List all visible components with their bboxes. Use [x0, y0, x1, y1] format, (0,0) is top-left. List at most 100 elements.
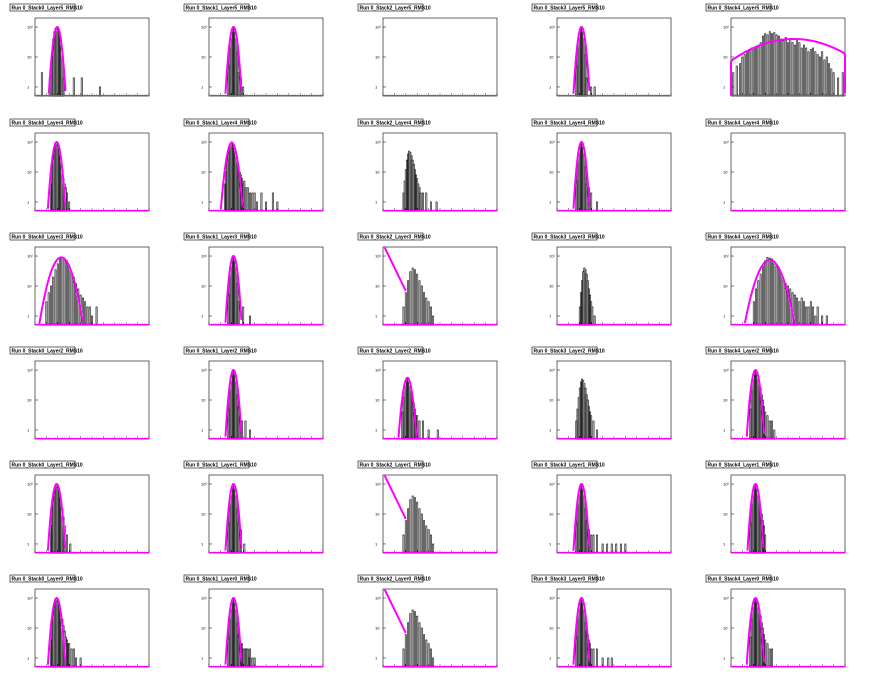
pad-title-box: [705, 118, 772, 127]
y-tick-label: 1: [27, 313, 30, 318]
histogram-bin: [420, 513, 423, 554]
histogram-bin: [807, 51, 810, 97]
histogram-bin: [425, 192, 428, 212]
y-tick-label: 1: [723, 655, 726, 660]
histogram-bin: [40, 72, 43, 97]
y-tick-label: 10²: [27, 140, 33, 145]
pad-title-box: [9, 118, 76, 127]
histogram-bin: [771, 648, 773, 668]
histogram-bin: [590, 415, 593, 440]
pad-title: Run 0_Stack1_Layer0_RMS10: [186, 576, 257, 582]
histogram-bin: [260, 192, 263, 212]
histogram-bin: [429, 306, 432, 326]
histogram-bin: [95, 306, 98, 326]
histogram-bin: [823, 59, 826, 97]
histogram-bin: [773, 262, 776, 326]
histogram-bin: [746, 51, 748, 97]
histogram-bin: [423, 634, 425, 668]
histogram-bin: [421, 420, 424, 440]
y-tick-label: 10: [27, 284, 32, 289]
pad-title: Run 0_Stack1_Layer3_RMS10: [186, 234, 257, 240]
histogram-bin: [821, 51, 824, 97]
histogram-bin: [771, 258, 773, 326]
fit-curve: [47, 26, 67, 94]
histogram-bin: [837, 77, 840, 97]
plot-frame: [382, 246, 498, 326]
pad-title-box: [705, 574, 772, 583]
y-tick-label: 1: [723, 199, 726, 204]
fit-curve: [224, 369, 243, 437]
histogram-bin: [99, 86, 101, 97]
histogram-bin: [787, 42, 789, 97]
plot-frame: [34, 474, 150, 554]
pad-title-box: [9, 232, 76, 241]
histogram-pad: Run 0_Stack3_Layer2_RMS10 1 10 10²: [531, 346, 672, 440]
fit-curve: [383, 589, 407, 634]
histogram-bin: [805, 47, 808, 97]
histogram-bin: [427, 643, 430, 668]
y-tick-label: 10: [549, 626, 554, 631]
histogram-bin: [70, 271, 73, 326]
histogram-bin: [592, 534, 595, 554]
pad-title-box: [183, 232, 250, 241]
histogram-bin: [739, 63, 742, 97]
y-tick-label: 10²: [549, 368, 555, 373]
y-tick-label: 10²: [549, 254, 555, 259]
y-tick-label: 10: [375, 626, 380, 631]
histogram-bin: [741, 56, 744, 97]
y-tick-label: 10: [27, 55, 32, 60]
histogram-pad: Run 0_Stack4_Layer5_RMS10 1 10 10²: [705, 3, 846, 97]
histogram-bin: [72, 77, 75, 97]
histogram-bin: [828, 63, 830, 97]
y-tick-label: 1: [375, 199, 378, 204]
pad-title: Run 0_Stack0_Layer2_RMS10: [12, 348, 83, 354]
histogram-bin: [425, 525, 428, 554]
histogram-bin: [809, 49, 812, 97]
y-tick-label: 1: [27, 427, 30, 432]
pad-title-box: [531, 232, 598, 241]
plot-frame: [382, 588, 498, 668]
histogram-bin: [814, 51, 817, 97]
pad-title-box: [183, 346, 250, 355]
pad-title: Run 0_Stack4_Layer1_RMS10: [708, 462, 779, 468]
histogram-bin: [52, 276, 55, 326]
pad-title: Run 0_Stack0_Layer1_RMS10: [12, 462, 83, 468]
histogram-bin: [796, 40, 799, 97]
y-tick-label: 10²: [723, 25, 729, 30]
histogram-bin: [407, 508, 409, 554]
histogram-bin: [425, 639, 428, 668]
histogram-bin: [402, 648, 405, 668]
y-tick-label: 1: [375, 541, 378, 546]
histogram-bin: [237, 301, 240, 326]
histogram-bin: [416, 615, 419, 668]
y-tick-label: 10: [201, 55, 206, 60]
histogram-bin: [61, 257, 64, 326]
plot-frame: [34, 132, 150, 212]
histogram-pad: Run 0_Stack0_Layer4_RMS10 1 10 10²: [9, 118, 150, 212]
y-tick-label: 10²: [27, 368, 33, 373]
histogram-bin: [841, 72, 844, 97]
histogram-bin: [782, 40, 785, 97]
histogram-bin: [595, 429, 598, 440]
histogram-bin: [66, 192, 68, 212]
histogram-bin: [752, 301, 755, 326]
y-tick-label: 10: [723, 284, 728, 289]
histogram-bin: [592, 648, 595, 668]
histogram-bin: [45, 301, 48, 326]
y-tick-label: 10²: [723, 482, 729, 487]
y-tick-label: 10: [375, 512, 380, 517]
histogram-pad: Run 0_Stack4_Layer1_RMS10 1 10 10²: [705, 460, 846, 554]
pad-title: Run 0_Stack2_Layer0_RMS10: [360, 576, 431, 582]
histogram-bin: [402, 306, 405, 326]
y-tick-label: 10: [549, 284, 554, 289]
pad-title: Run 0_Stack2_Layer2_RMS10: [360, 348, 431, 354]
histogram-bin: [807, 306, 810, 326]
pad-title-box: [705, 460, 772, 469]
histogram-pad: Run 0_Stack0_Layer5_RMS10 1 10 10²: [9, 3, 150, 97]
histogram-bin: [782, 278, 785, 326]
pad-title: Run 0_Stack1_Layer2_RMS10: [186, 348, 257, 354]
histogram-bin: [757, 280, 760, 326]
histogram-bin: [784, 37, 787, 97]
histogram-bin: [593, 86, 596, 97]
